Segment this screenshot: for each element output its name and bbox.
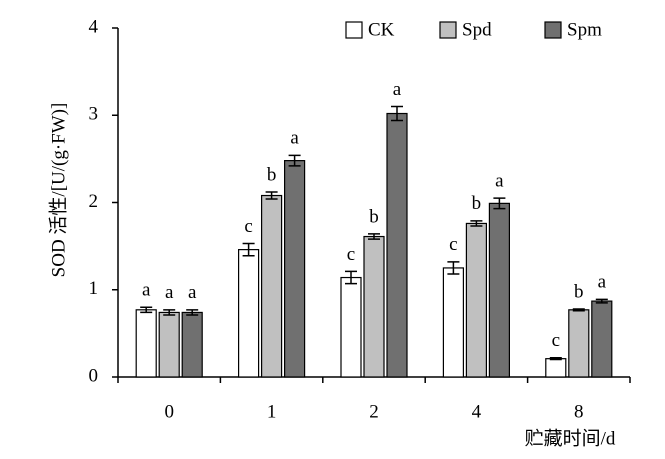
bar <box>465 222 487 378</box>
legend-label: Spd <box>462 19 492 40</box>
error-bar <box>493 197 506 210</box>
legend-label: CK <box>368 19 395 40</box>
error-bar <box>163 309 176 316</box>
significance-letter: a <box>393 79 402 100</box>
legend-swatch <box>544 21 562 39</box>
significance-letter: a <box>495 170 504 191</box>
significance-letter: b <box>369 206 379 227</box>
error-bar <box>288 154 301 167</box>
significance-letter: a <box>142 280 151 301</box>
error-bar <box>242 242 255 257</box>
bar <box>363 235 385 378</box>
y-tick-label: 4 <box>89 16 99 37</box>
error-bar <box>345 270 357 285</box>
error-bar <box>186 309 199 316</box>
y-tick-label: 3 <box>89 104 99 125</box>
y-axis-label: SOD 活性/[U/(g·FW)] <box>47 103 69 278</box>
bar <box>284 160 306 378</box>
bar <box>442 267 464 378</box>
significance-letter: b <box>574 281 584 302</box>
x-tick-label: 2 <box>369 401 379 422</box>
x-tick-label: 8 <box>574 401 584 422</box>
significance-letter: c <box>347 244 355 265</box>
significance-letter: c <box>449 234 457 255</box>
significance-letter: c <box>244 216 252 237</box>
x-tick-label: 4 <box>472 401 482 422</box>
x-axis-label: 贮藏时间/d <box>525 427 616 449</box>
y-tick-label: 2 <box>89 191 99 212</box>
error-bar <box>447 261 460 275</box>
bar <box>340 276 362 378</box>
error-bar <box>572 308 585 312</box>
bar <box>135 309 157 378</box>
significance-letter: a <box>165 282 174 303</box>
significance-letter: a <box>290 128 299 149</box>
bar <box>181 311 203 378</box>
x-tick-label: 1 <box>267 401 277 422</box>
error-bar <box>391 105 403 122</box>
y-tick-label: 0 <box>89 365 99 386</box>
bar <box>488 202 510 378</box>
error-bar <box>549 357 562 361</box>
significance-letter: a <box>598 272 607 293</box>
error-bar <box>368 233 380 240</box>
legend-label: Spm <box>567 19 602 40</box>
x-tick-label: 0 <box>164 401 174 422</box>
bar <box>591 300 613 378</box>
significance-letter: a <box>188 282 197 303</box>
bar <box>261 194 283 378</box>
bar <box>386 112 408 378</box>
error-bar <box>265 191 278 200</box>
bar <box>545 358 567 378</box>
y-tick-label: 1 <box>89 278 99 299</box>
bar <box>568 309 590 378</box>
significance-letter: b <box>267 164 277 185</box>
legend-swatch <box>345 21 363 39</box>
error-bar <box>140 306 153 314</box>
legend-swatch <box>439 21 457 39</box>
error-bar <box>595 298 608 304</box>
significance-letter: b <box>472 193 482 214</box>
bar <box>158 311 180 378</box>
bar <box>238 249 260 378</box>
significance-letter: c <box>552 330 560 351</box>
error-bar <box>470 220 483 227</box>
